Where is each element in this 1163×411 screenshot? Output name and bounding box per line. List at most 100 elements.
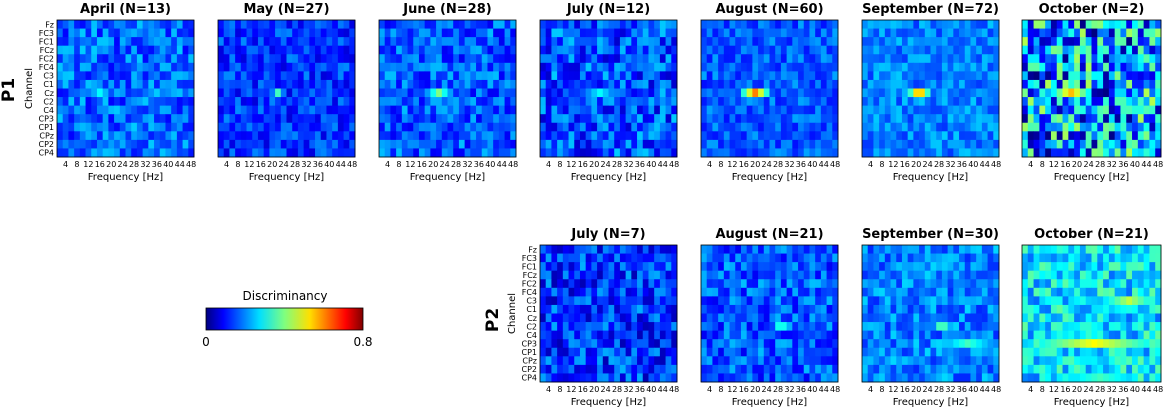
heatmap-cell [1022, 88, 1029, 98]
heatmap-cell [1045, 79, 1052, 89]
heatmap-cell [286, 131, 293, 141]
heatmap-cell [901, 88, 909, 98]
heatmap-cell [803, 148, 810, 158]
heatmap-cell [884, 373, 891, 383]
heatmap-cell [631, 356, 638, 366]
heatmap-cell [464, 71, 471, 81]
heatmap-cell [1114, 253, 1121, 263]
heatmap-cell [981, 122, 988, 132]
heatmap-cell [758, 373, 765, 383]
heatmap-cell [349, 105, 356, 115]
heatmap-cell [608, 373, 615, 383]
heatmap-cell [458, 79, 466, 89]
x-tick-label: 20 [428, 160, 438, 169]
heatmap-cell [562, 62, 569, 72]
heatmap-cell [91, 54, 98, 64]
heatmap-cell [597, 148, 604, 158]
heatmap-cell [540, 262, 547, 272]
heatmap-cell [557, 139, 564, 149]
heatmap-cell [809, 296, 816, 306]
heatmap-cell [820, 79, 827, 89]
heatmap-cell [545, 322, 552, 332]
heatmap-cell [343, 20, 350, 29]
heatmap-cell [235, 54, 242, 64]
heatmap-cell [976, 356, 983, 366]
heatmap-cell [1132, 105, 1139, 115]
heatmap-cell [102, 97, 109, 107]
y-tick-label: CP1 [522, 348, 538, 357]
heatmap-cell [1097, 88, 1104, 98]
heatmap-cell [235, 105, 242, 115]
heatmap-cell [614, 279, 621, 289]
heatmap-cell [401, 28, 408, 38]
heatmap-cell [665, 28, 672, 38]
heatmap-cell [551, 279, 558, 289]
heatmap-cell [246, 20, 253, 29]
heatmap-cell [280, 139, 287, 149]
heatmap-cell [85, 45, 92, 55]
heatmap-cell [337, 54, 344, 64]
heatmap-cell [1143, 296, 1150, 306]
heatmap-cell [481, 131, 488, 141]
heatmap-cell [257, 97, 265, 107]
heatmap-cell [608, 313, 615, 323]
heatmap-cell [648, 322, 655, 332]
heatmap-cell [907, 28, 914, 38]
heatmap-cell [987, 339, 994, 349]
heatmap-cell [786, 304, 793, 314]
heatmap-cell [275, 122, 282, 132]
heatmap-cell [1149, 148, 1156, 158]
heatmap-cell [1149, 122, 1156, 132]
heatmap-cell [803, 88, 810, 98]
heatmap-cell [671, 148, 678, 158]
heatmap-cell [131, 122, 138, 132]
heatmap-cell [936, 339, 943, 349]
heatmap-cell [820, 105, 827, 115]
heatmap-cell [424, 28, 431, 38]
heatmap-cell [165, 114, 172, 124]
heatmap-cell [1120, 45, 1127, 55]
heatmap-cell [780, 262, 788, 272]
x-tick-label: 16 [1060, 385, 1070, 394]
heatmap-cell [252, 148, 259, 158]
heatmap-cell [275, 97, 282, 107]
heatmap-cell [176, 131, 183, 141]
heatmap-cell [1074, 97, 1081, 107]
heatmap-cell [701, 339, 708, 349]
heatmap-cell [176, 28, 183, 38]
heatmap-cell [401, 54, 408, 64]
heatmap-cell [441, 45, 448, 55]
heatmap-cell [1114, 347, 1121, 357]
heatmap-cell [159, 114, 166, 124]
heatmap-cell [746, 287, 753, 297]
heatmap-cell [401, 20, 408, 29]
heatmap-cell [102, 28, 109, 38]
heatmap-cell [1103, 304, 1110, 314]
heatmap-cell [815, 114, 822, 124]
heatmap-cell [815, 71, 822, 81]
heatmap-cell [631, 347, 638, 357]
heatmap-cell [540, 20, 547, 29]
heatmap-cell [758, 270, 765, 280]
heatmap-cell [701, 37, 708, 47]
heatmap-cell [297, 148, 305, 158]
heatmap-cell [498, 28, 505, 38]
heatmap-cell [1027, 356, 1034, 366]
heatmap-cell [1050, 253, 1058, 263]
heatmap-cell [1097, 28, 1104, 38]
heatmap-cell [919, 148, 926, 158]
heatmap-cell [752, 114, 759, 124]
heatmap-cell [642, 131, 649, 141]
heatmap-cell [758, 37, 765, 47]
heatmap-cell [654, 373, 661, 383]
heatmap-cell [574, 79, 581, 89]
heatmap-cell [79, 131, 86, 141]
heatmap-cell [349, 139, 356, 149]
heatmap-cell [671, 356, 678, 366]
heatmap-cell [1039, 97, 1046, 107]
heatmap-cell [240, 131, 247, 141]
heatmap-cell [706, 279, 713, 289]
heatmap-cell [718, 322, 725, 332]
heatmap-cell [1079, 296, 1087, 306]
heatmap-cell [223, 20, 230, 29]
